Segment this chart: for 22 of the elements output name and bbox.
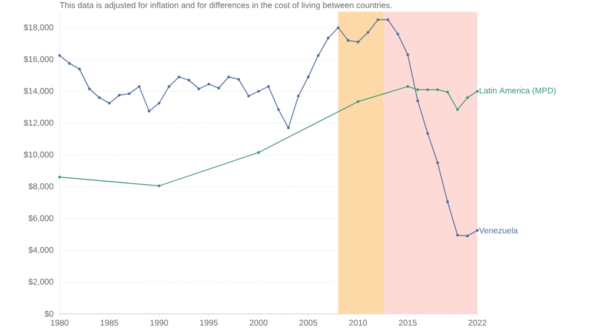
x-tick-label: 2015 bbox=[398, 320, 417, 326]
y-tick-label: $8,000 bbox=[28, 183, 54, 190]
y-tick-label: $12,000 bbox=[24, 120, 54, 127]
x-tick-label: 1980 bbox=[50, 320, 69, 326]
x-tick-label: 1995 bbox=[200, 320, 218, 326]
x-tick-label: 2022 bbox=[468, 320, 486, 326]
y-tick-label: $18,000 bbox=[24, 24, 54, 32]
x-tick-label: 2010 bbox=[349, 320, 367, 326]
chart-subtitle: This data is adjusted for inflation and for differences in the cost of living between countries. bbox=[60, 2, 392, 10]
y-tick-label: $2,000 bbox=[28, 278, 54, 286]
y-tick-label: $10,000 bbox=[24, 151, 54, 159]
y-tick-label: $16,000 bbox=[24, 56, 54, 64]
y-tick-label: $14,000 bbox=[24, 88, 54, 96]
x-tick-label: 1990 bbox=[150, 320, 168, 326]
y-tick-label: $0 bbox=[44, 310, 54, 318]
x-tick-label: 1985 bbox=[100, 320, 118, 326]
x-tick-label: 2000 bbox=[250, 320, 268, 326]
y-tick-label: $4,000 bbox=[28, 246, 54, 254]
y-tick-label: $6,000 bbox=[28, 215, 54, 222]
x-tick-label: 2005 bbox=[299, 320, 318, 326]
series-label: Latin America (MPD) bbox=[480, 88, 556, 96]
series-label: Venezuela bbox=[479, 228, 518, 234]
